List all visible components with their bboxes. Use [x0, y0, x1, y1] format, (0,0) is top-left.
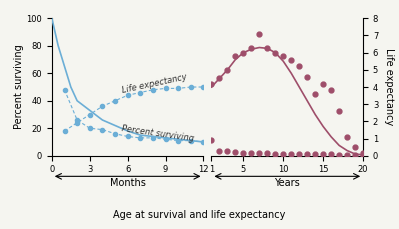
Text: Percent surviving: Percent surviving [121, 124, 195, 143]
Text: Months: Months [110, 178, 146, 188]
Text: Years: Years [275, 178, 300, 188]
Text: Age at survival and life expectancy: Age at survival and life expectancy [113, 210, 286, 220]
Y-axis label: Life expectancy: Life expectancy [384, 48, 394, 126]
Text: Life expectancy: Life expectancy [121, 73, 188, 95]
Y-axis label: Percent surviving: Percent surviving [14, 45, 24, 129]
